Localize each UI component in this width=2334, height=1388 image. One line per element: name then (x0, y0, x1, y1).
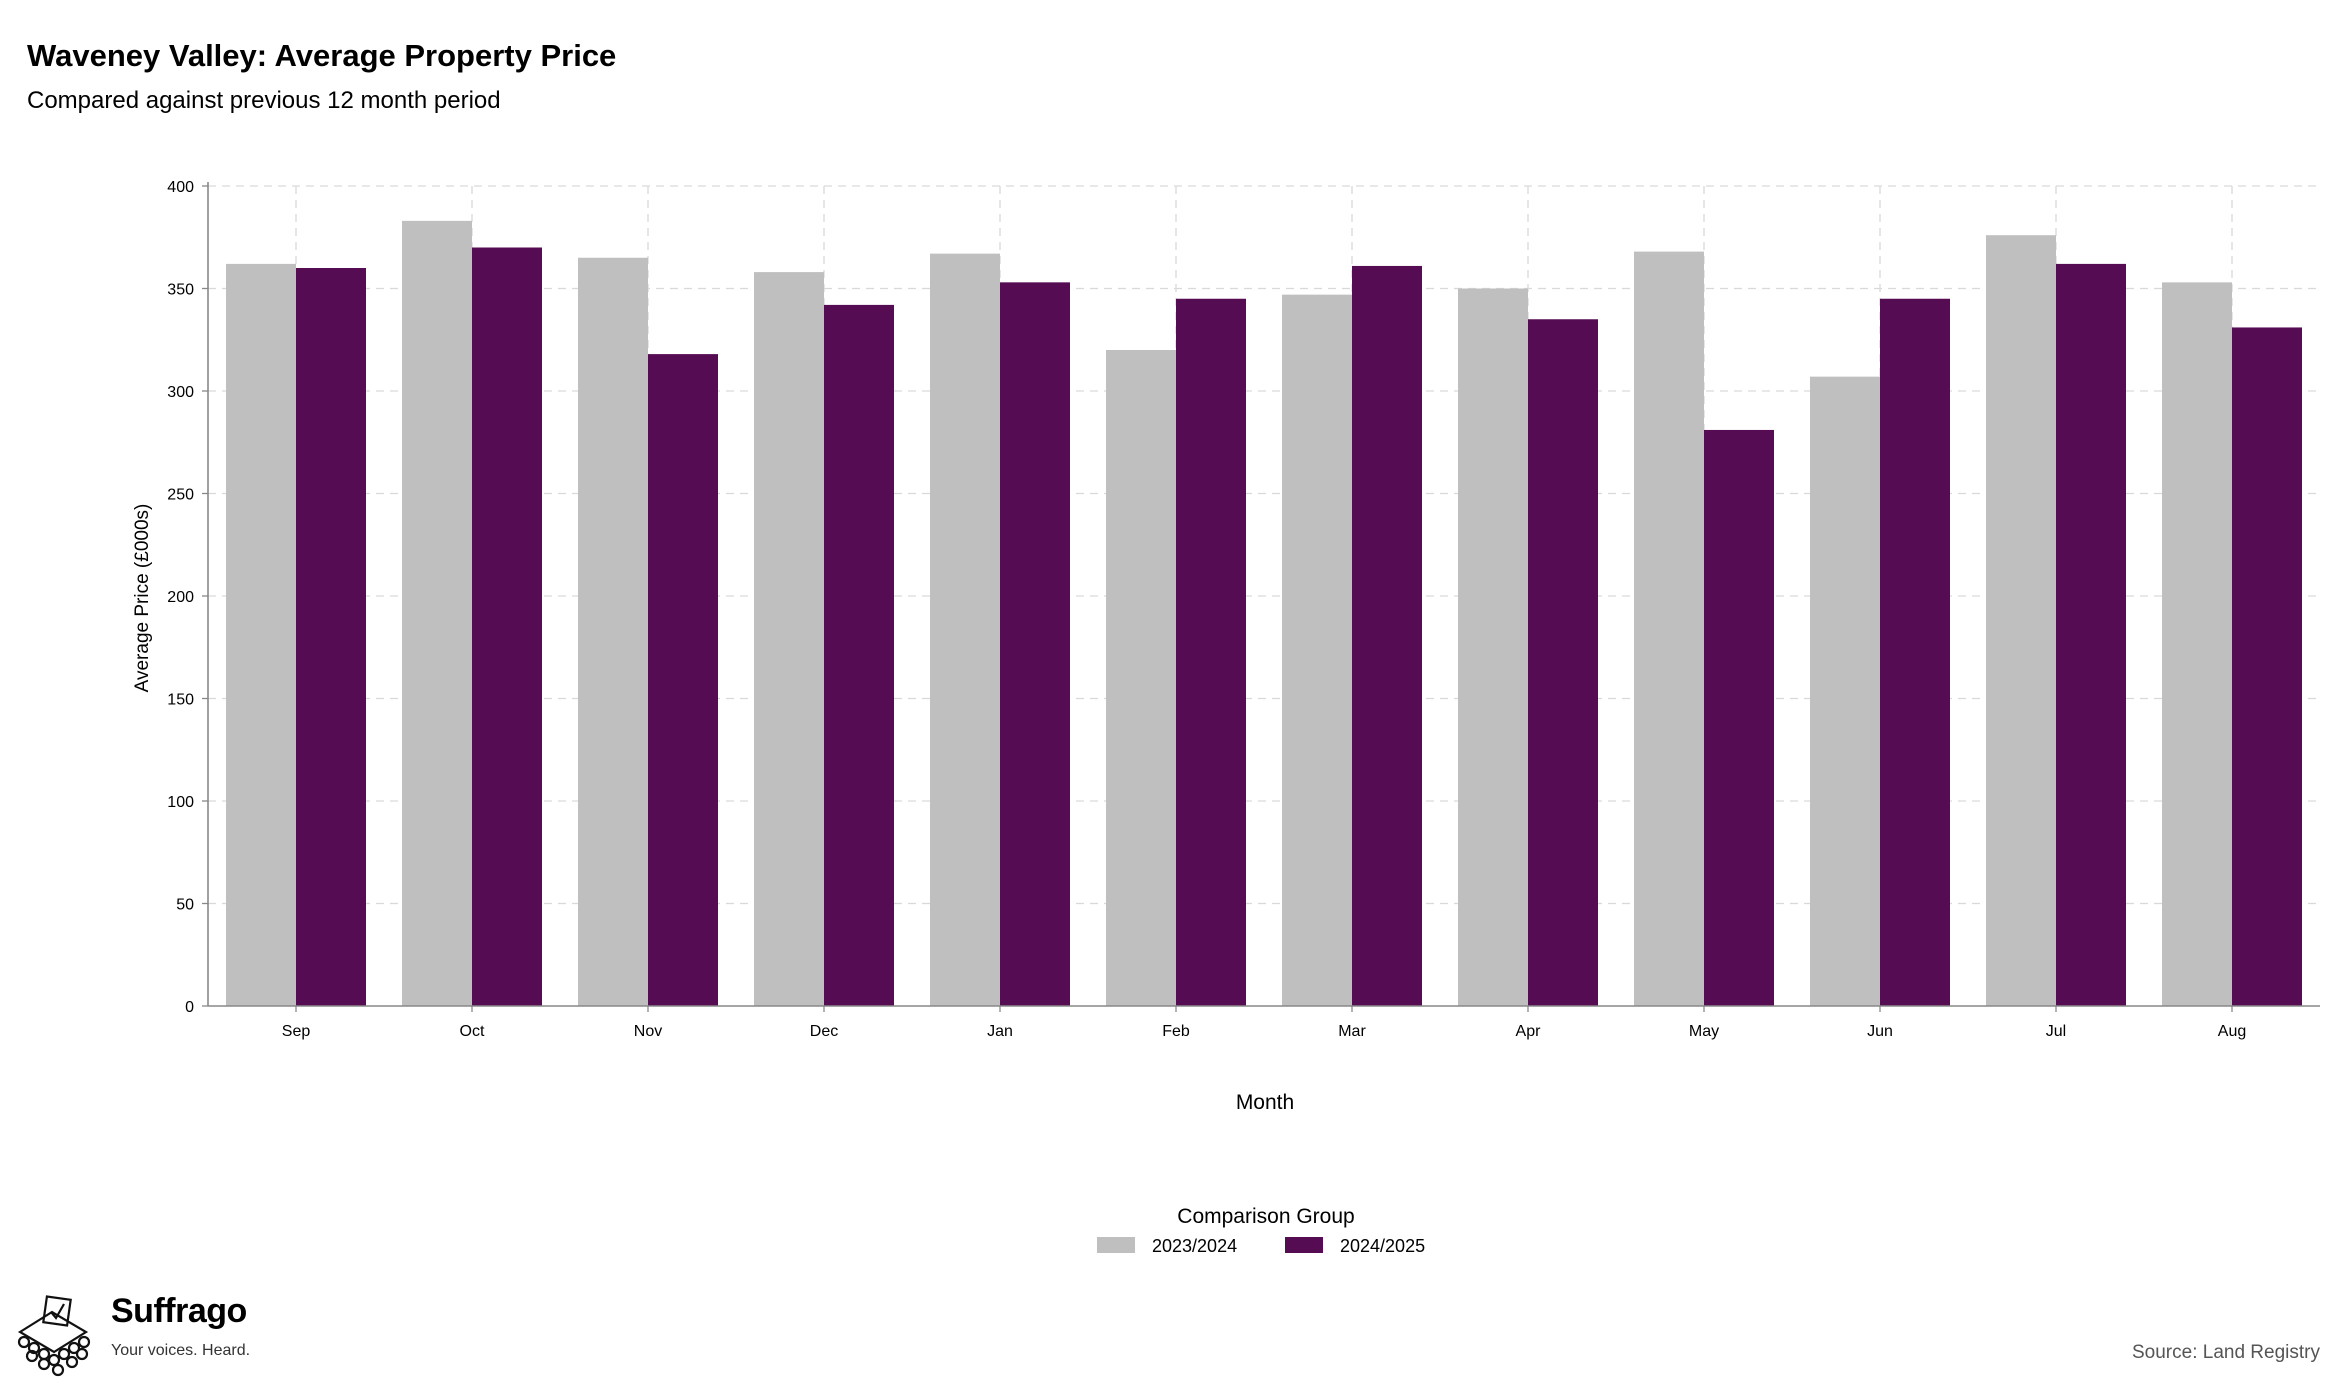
bar-2024-2025-aug (2232, 327, 2302, 1006)
bar-2024-2025-sep (296, 268, 366, 1006)
bar-2024-2025-feb (1176, 298, 1246, 1006)
source-note: Source: Land Registry (2132, 1342, 2320, 1363)
y-axis-label: Average Price (£000s) (132, 504, 153, 693)
legend-swatch-2024-2025 (1285, 1237, 1323, 1253)
y-tick-label: 100 (167, 794, 194, 811)
bar-2024-2025-jan (1000, 282, 1070, 1007)
bar-2023-2024-jul (1986, 235, 2056, 1006)
chart-subtitle: Compared against previous 12 month perio… (27, 87, 501, 114)
bar-2024-2025-apr (1528, 319, 1598, 1006)
x-tick-label: Jul (2046, 1023, 2066, 1040)
bar-2024-2025-nov (648, 354, 718, 1007)
legend-label-2024-2025: 2024/2025 (1340, 1236, 1425, 1256)
x-tick-label: Apr (1516, 1023, 1542, 1040)
x-tick-label: Dec (810, 1023, 838, 1040)
x-tick-label: Nov (634, 1023, 662, 1040)
bar-2024-2025-jun (1880, 298, 1950, 1006)
bar-2023-2024-feb (1106, 350, 1176, 1006)
bar-2023-2024-dec (754, 272, 824, 1007)
tick-labels: 0 50 100 150 200 250 300 350 400 Sep Oct Nov Dec Jan F… (167, 179, 2246, 1040)
bar-2023-2024-apr (1458, 288, 1528, 1006)
bar-2024-2025-mar (1352, 265, 1422, 1006)
bar-2023-2024-oct (402, 220, 472, 1007)
brand-name: Suffrago (111, 1292, 247, 1330)
bar-2023-2024-aug (2162, 282, 2232, 1007)
y-tick-label: 0 (185, 999, 194, 1016)
y-tick-label: 50 (176, 897, 194, 914)
x-tick-label: Jun (1867, 1023, 1893, 1040)
ballot-box-icon (17, 1295, 91, 1377)
axes (202, 182, 2320, 1012)
y-tick-label: 150 (167, 692, 194, 709)
x-tick-label: Aug (2218, 1023, 2246, 1040)
bar-2023-2024-jun (1810, 376, 1880, 1006)
bar-2023-2024-may (1634, 251, 1704, 1007)
legend-label-2023-2024: 2023/2024 (1152, 1236, 1237, 1256)
y-tick-label: 300 (167, 384, 194, 401)
bar-2023-2024-mar (1282, 294, 1352, 1006)
x-tick-label: May (1689, 1023, 1719, 1040)
legend: Comparison Group 2023/2024 2024/2025 (1097, 1205, 1425, 1256)
y-tick-label: 350 (167, 282, 194, 299)
bar-chart: 0 50 100 150 200 250 300 350 400 Sep Oct Nov Dec Jan F… (132, 179, 2320, 1256)
y-tick-label: 250 (167, 487, 194, 504)
bar-2024-2025-may (1704, 429, 1774, 1006)
y-tick-label: 200 (167, 589, 194, 606)
legend-title: Comparison Group (1177, 1205, 1354, 1228)
brand-tagline: Your voices. Heard. (111, 1342, 251, 1359)
x-tick-label: Jan (987, 1023, 1013, 1040)
chart-title: Waveney Valley: Average Property Price (27, 38, 617, 73)
x-tick-label: Sep (282, 1023, 311, 1040)
bar-2023-2024-jan (930, 253, 1000, 1006)
x-tick-label: Oct (460, 1023, 485, 1040)
y-tick-label: 400 (167, 179, 194, 196)
bar-2023-2024-nov (578, 257, 648, 1006)
bar-2023-2024-sep (226, 263, 296, 1006)
legend-swatch-2023-2024 (1097, 1237, 1135, 1253)
brand-logo-block: Suffrago Your voices. Heard. (14, 1290, 314, 1380)
bars (226, 220, 2302, 1007)
x-axis-label: Month (1236, 1091, 1294, 1114)
bar-2024-2025-oct (472, 247, 542, 1006)
bar-2024-2025-dec (824, 304, 894, 1006)
x-tick-label: Mar (1338, 1023, 1366, 1040)
bar-2024-2025-jul (2056, 263, 2126, 1006)
x-tick-label: Feb (1162, 1023, 1190, 1040)
